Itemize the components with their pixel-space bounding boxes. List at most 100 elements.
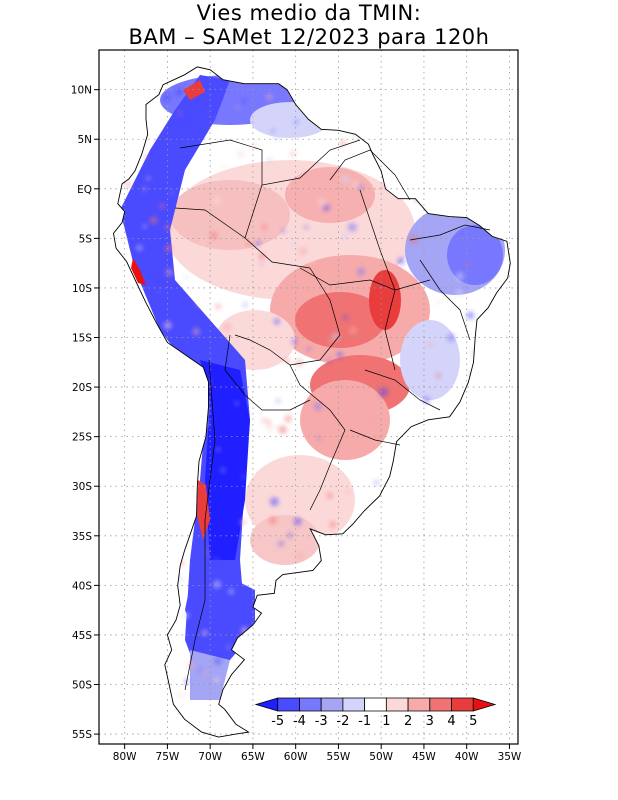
bias-speckle — [159, 277, 165, 284]
colorbar-segment — [407, 697, 431, 712]
bias-speckle — [241, 98, 247, 104]
colorbar-segment — [320, 697, 344, 712]
colorbar-label: 3 — [426, 714, 434, 729]
lon-tick-label: 50W — [369, 751, 393, 763]
bias-speckle — [345, 490, 350, 495]
bias-speckle — [322, 203, 330, 212]
colorbar-segment — [299, 697, 322, 712]
bias-speckle — [298, 247, 307, 256]
bias-speckle — [213, 580, 221, 589]
amazon-warm-core — [170, 180, 290, 250]
lat-tick-label: 55S — [72, 729, 92, 741]
bias-speckle — [342, 329, 351, 338]
bias-speckle — [255, 240, 261, 246]
bias-speckle — [214, 657, 222, 665]
lon-tick-label: 75W — [156, 751, 180, 763]
lat-tick-label: EQ — [77, 184, 92, 196]
colorbar-label: 1 — [382, 714, 390, 729]
peru-warm-streak — [131, 258, 146, 285]
bias-speckle — [258, 252, 266, 260]
colorbar-label: 2 — [404, 714, 412, 729]
border-states-5 — [364, 369, 441, 411]
border-chile-argentina — [184, 359, 216, 691]
bias-speckle — [339, 175, 343, 180]
bias-speckle — [281, 229, 286, 234]
colorbar-segment — [472, 697, 497, 712]
bias-speckle — [290, 151, 296, 157]
bias-speckle — [342, 315, 348, 320]
colorbar-label: -5 — [271, 714, 284, 729]
map-frame — [98, 49, 519, 745]
bias-speckle — [316, 267, 325, 276]
border-bolivia-brazil — [234, 267, 341, 366]
bias-speckle — [290, 241, 296, 247]
colorbar-label: -2 — [336, 714, 349, 729]
bias-speckle — [282, 240, 290, 249]
bias-speckle — [203, 670, 208, 675]
bias-speckle — [261, 224, 268, 230]
south-america-coastline — [113, 66, 511, 738]
bias-speckle — [341, 175, 351, 185]
bias-speckle — [184, 275, 188, 279]
border-states-4 — [419, 259, 471, 341]
bias-speckle — [294, 167, 303, 177]
bias-speckle — [271, 129, 276, 134]
bias-speckle — [182, 612, 190, 619]
bias-speckle — [397, 257, 405, 265]
central-brazil-warm-core — [295, 292, 385, 348]
bias-speckle — [178, 116, 187, 125]
bias-speckle — [213, 677, 220, 683]
bias-speckle — [212, 196, 221, 205]
lon-tick-label: 70W — [198, 751, 222, 763]
pampas-warm-area — [250, 515, 320, 565]
bias-speckle — [313, 290, 318, 295]
colorbar-label: -3 — [315, 714, 328, 729]
bias-speckle — [435, 373, 441, 379]
bias-speckle — [165, 269, 173, 276]
bias-speckle — [357, 267, 365, 276]
bias-speckle — [284, 358, 291, 364]
longitude-axis: 80W 75W 70W 65W 60W 55W 50W 45W 40W 35W — [113, 744, 522, 763]
bias-speckle — [266, 93, 273, 101]
bias-speckle — [219, 467, 227, 474]
south-brazil-warm-area — [300, 380, 390, 460]
bias-speckle — [337, 352, 343, 358]
bias-speckle — [215, 114, 224, 123]
colorbar-segment — [385, 697, 409, 712]
bias-speckle — [136, 244, 143, 251]
map-title-line-1: Vies medio da TMIN: — [196, 1, 422, 25]
bias-speckle — [261, 417, 267, 423]
bias-speckle — [252, 142, 259, 149]
bias-speckle — [297, 552, 304, 559]
bias-speckle — [326, 492, 333, 499]
bias-speckle — [352, 181, 359, 189]
bias-speckle — [197, 302, 202, 308]
bias-speckle — [269, 497, 279, 507]
lon-tick-label: 45W — [412, 751, 436, 763]
bias-speckle — [293, 432, 297, 437]
bias-speckle — [349, 326, 358, 335]
lat-tick-label: 25S — [72, 432, 92, 444]
bias-speckle — [163, 94, 171, 102]
border-colombia-venezuela — [179, 139, 263, 185]
bias-speckle — [278, 541, 284, 547]
bias-speckle — [198, 667, 204, 673]
lat-tick-label: 5N — [77, 134, 92, 146]
bias-speckle — [340, 140, 346, 146]
bias-speckle — [466, 263, 470, 268]
lat-tick-label: 10N — [71, 85, 92, 97]
bias-speckle — [222, 164, 227, 168]
bias-speckle — [379, 387, 388, 397]
border-states-3 — [409, 224, 491, 241]
bias-speckle — [295, 358, 304, 367]
colorbar-segment — [277, 697, 300, 712]
bias-speckle — [246, 241, 251, 247]
bias-speckle — [260, 262, 264, 266]
lat-tick-label: 10S — [72, 283, 92, 295]
colorbar-label: 5 — [469, 714, 477, 729]
bias-speckle — [266, 424, 273, 432]
bias-speckle — [149, 216, 158, 225]
lat-tick-label: 40S — [72, 580, 92, 592]
bias-speckle — [187, 662, 195, 669]
bias-speckle — [294, 119, 299, 125]
